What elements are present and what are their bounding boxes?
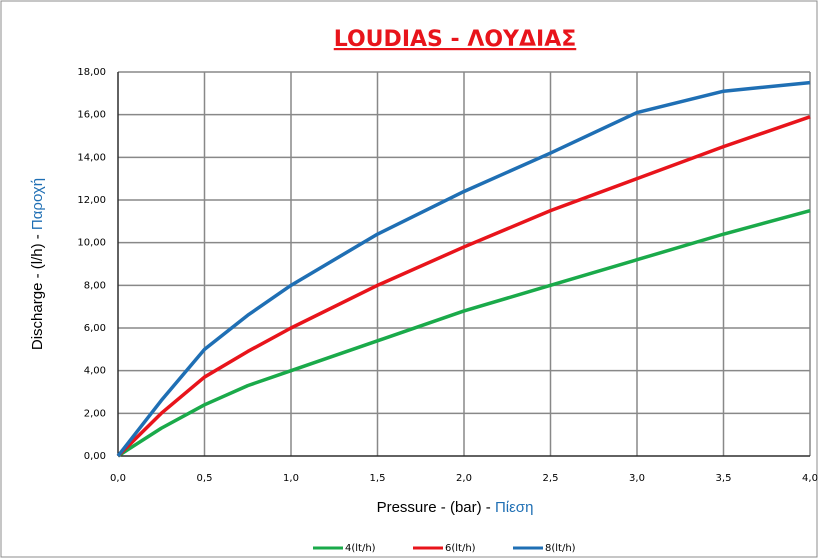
x-tick-label: 3,0 <box>629 473 645 484</box>
x-axis-label: Pressure - (bar) - Πίεση <box>377 499 534 516</box>
x-tick-label: 4,0 <box>802 473 818 484</box>
x-tick-label: 2,0 <box>456 473 472 484</box>
y-tick-label: 8,00 <box>84 280 106 291</box>
y-axis-label-text: Discharge - (l/h) - <box>29 230 46 350</box>
x-tick-label: 1,5 <box>370 473 386 484</box>
y-tick-label: 2,00 <box>84 408 106 419</box>
y-tick-label: 6,00 <box>84 323 106 334</box>
x-tick-label: 2,5 <box>543 473 559 484</box>
x-axis-label-greek: Πίεση <box>495 499 533 516</box>
x-axis-label-text: Pressure - (bar) - <box>377 499 495 516</box>
y-tick-label: 0,00 <box>84 451 106 462</box>
y-tick-label: 14,00 <box>77 152 106 163</box>
y-axis-label-greek: Παροχή <box>29 178 46 230</box>
x-tick-label: 0,0 <box>110 473 126 484</box>
y-tick-label: 4,00 <box>84 366 106 377</box>
legend-label: 6(lt/h) <box>445 543 476 554</box>
legend-label: 4(lt/h) <box>345 543 376 554</box>
line-series <box>116 80 811 458</box>
y-tick-label: 16,00 <box>77 110 106 121</box>
y-tick-label: 10,00 <box>77 238 106 249</box>
x-tick-label: 1,0 <box>283 473 299 484</box>
x-tick-label: 0,5 <box>197 473 213 484</box>
y-axis-label: Discharge - (l/h) - Παροχή <box>29 178 46 350</box>
line-series <box>117 208 811 458</box>
y-tick-label: 18,00 <box>77 67 106 78</box>
x-tick-label: 3,5 <box>716 473 732 484</box>
y-tick-label: 12,00 <box>77 195 106 206</box>
line-series <box>116 115 811 458</box>
chart-title: LOUDIAS - ΛΟΥΔΙΑΣ <box>334 27 577 52</box>
legend-label: 8(lt/h) <box>545 543 576 554</box>
